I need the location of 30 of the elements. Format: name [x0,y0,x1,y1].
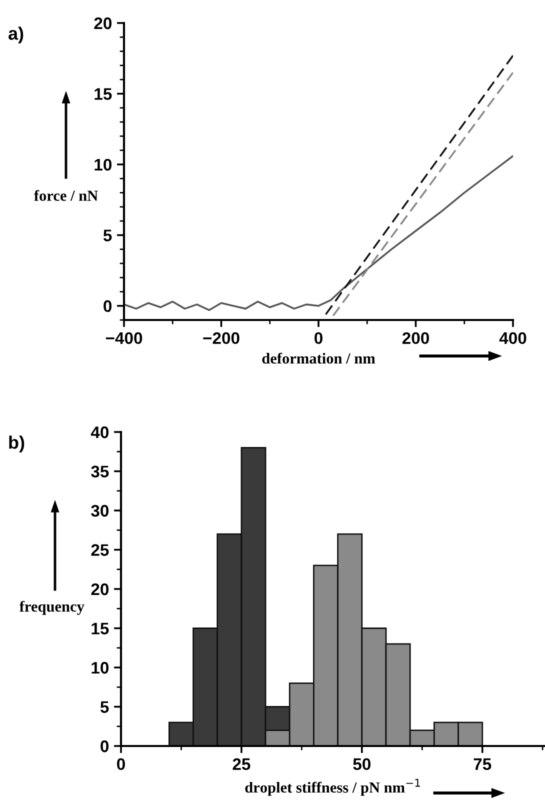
chart-title: a) [8,26,24,44]
x-tick-label: 0 [314,332,322,344]
x-tick-label: 50 [353,758,370,770]
y-tick-label: 0 [100,740,109,752]
x-tick-label: 0 [117,758,125,770]
y-tick-label: 25 [91,544,109,556]
y-tick-label: 15 [92,622,109,634]
y-tick-label: 15 [94,88,112,100]
y-tick-label: 5 [103,230,112,242]
y-tick-label: 10 [94,158,112,171]
line-series [124,155,513,312]
y-axis-title: force / nN [34,190,98,201]
x-axis-title: deformation / nm [262,352,376,364]
x-tick-label: 400 [499,332,526,344]
x-tick-label: −400 [106,332,142,344]
y-tick-label: 10 [92,662,109,674]
y-tick-label: 40 [90,426,109,438]
x-tick-label: 25 [232,758,250,770]
y-tick-label: 35 [91,466,109,478]
x-tick-label: 200 [402,332,429,344]
x-tick-label: −200 [203,332,240,344]
y-tick-label: 5 [100,701,109,713]
y-tick-label: 20 [94,17,112,30]
x-axis-title: droplet stiffness / pN nm$^{−1}$ [245,778,420,796]
y-tick-label: 30 [91,504,109,517]
x-tick-label: 75 [474,758,492,770]
y-tick-label: 0 [104,300,112,312]
y-axis-title: frequency [19,600,84,615]
chart-title: b) [9,436,24,452]
y-tick-label: 20 [91,583,109,596]
